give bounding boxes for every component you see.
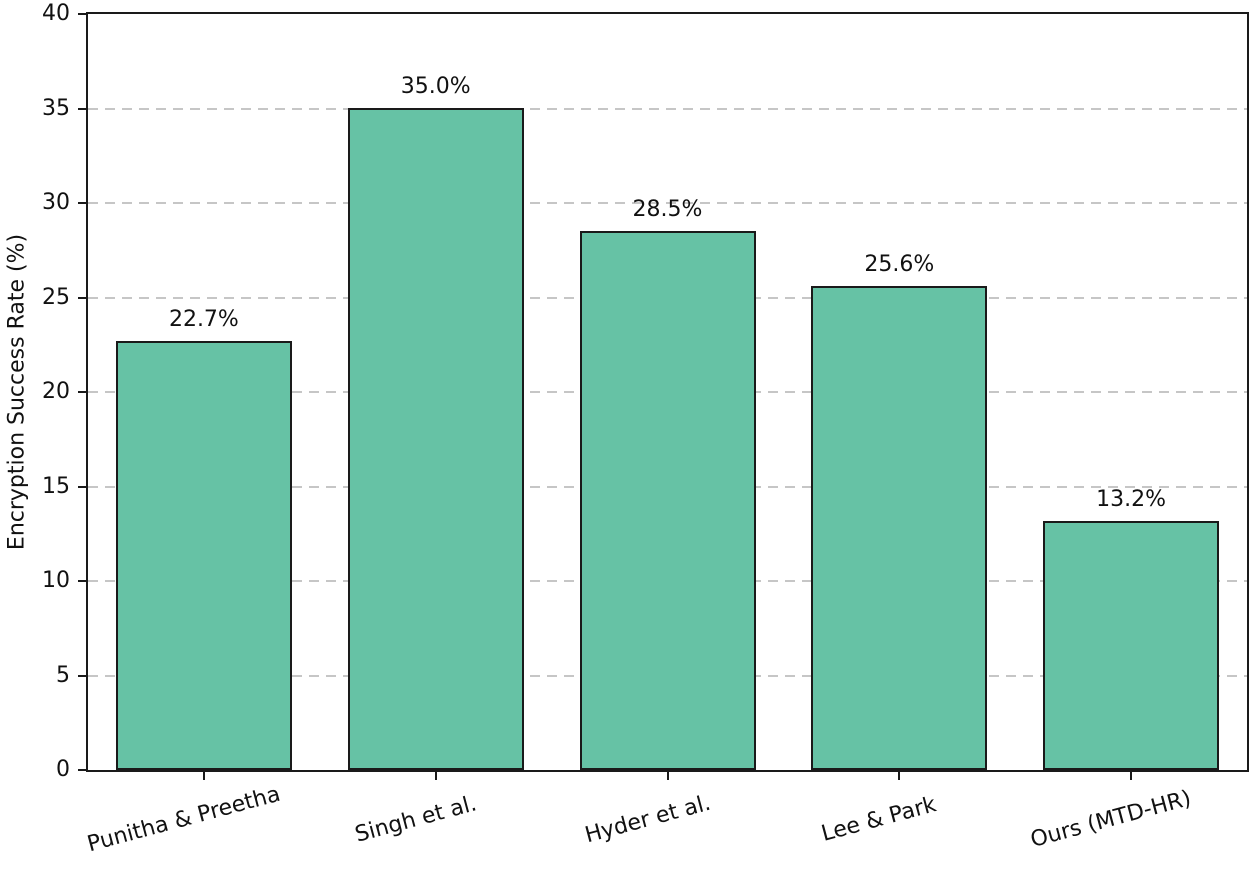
bar-value-label: 25.6% [864, 252, 935, 277]
y-tick-label: 30 [42, 190, 70, 215]
y-tick-label: 25 [42, 284, 70, 310]
y-tick-mark [78, 769, 88, 771]
x-tick-mark [202, 772, 205, 780]
y-tick-mark [78, 391, 88, 393]
x-tick-label: Punitha & Preetha [84, 781, 283, 858]
y-tick-label: 15 [42, 473, 70, 499]
plot-area: 22.7% 35.0% 28.5% 25.6% 13.2% [88, 14, 1247, 770]
x-tick-label: Lee & Park [819, 792, 940, 847]
x-tick-label: Ours (MTD-HR) [1028, 786, 1194, 853]
bar [116, 341, 292, 770]
y-tick-label: 0 [56, 757, 70, 782]
bar [811, 286, 987, 770]
bar [580, 231, 756, 770]
x-tick-mark [1130, 772, 1133, 780]
bar-value-label: 22.7% [168, 307, 239, 332]
y-tick-mark [78, 202, 88, 204]
y-tick-label: 5 [56, 662, 70, 688]
bar-value-label: 28.5% [632, 197, 703, 222]
y-tick-mark [78, 13, 88, 15]
x-tick-label: Singh et al. [352, 791, 480, 848]
x-tick-mark [666, 772, 669, 780]
y-tick-mark [78, 296, 88, 299]
y-tick-label: 20 [42, 379, 70, 404]
bar-value-label: 13.2% [1096, 487, 1167, 512]
y-tick-mark [78, 580, 88, 582]
x-tick-mark [434, 772, 437, 780]
x-tick-mark [898, 772, 901, 780]
y-tick-label: 40 [42, 1, 70, 26]
bar [348, 108, 524, 770]
y-tick-mark [78, 485, 88, 488]
y-tick-mark [78, 107, 88, 110]
y-tick-label: 35 [42, 95, 70, 121]
bar-value-label: 35.0% [400, 74, 471, 99]
x-tick-label: Hyder et al. [581, 790, 713, 849]
gridline [88, 202, 1247, 204]
y-tick-mark [78, 674, 88, 677]
gridline [88, 107, 1247, 110]
y-tick-label: 10 [42, 568, 70, 593]
bar [1043, 521, 1219, 770]
